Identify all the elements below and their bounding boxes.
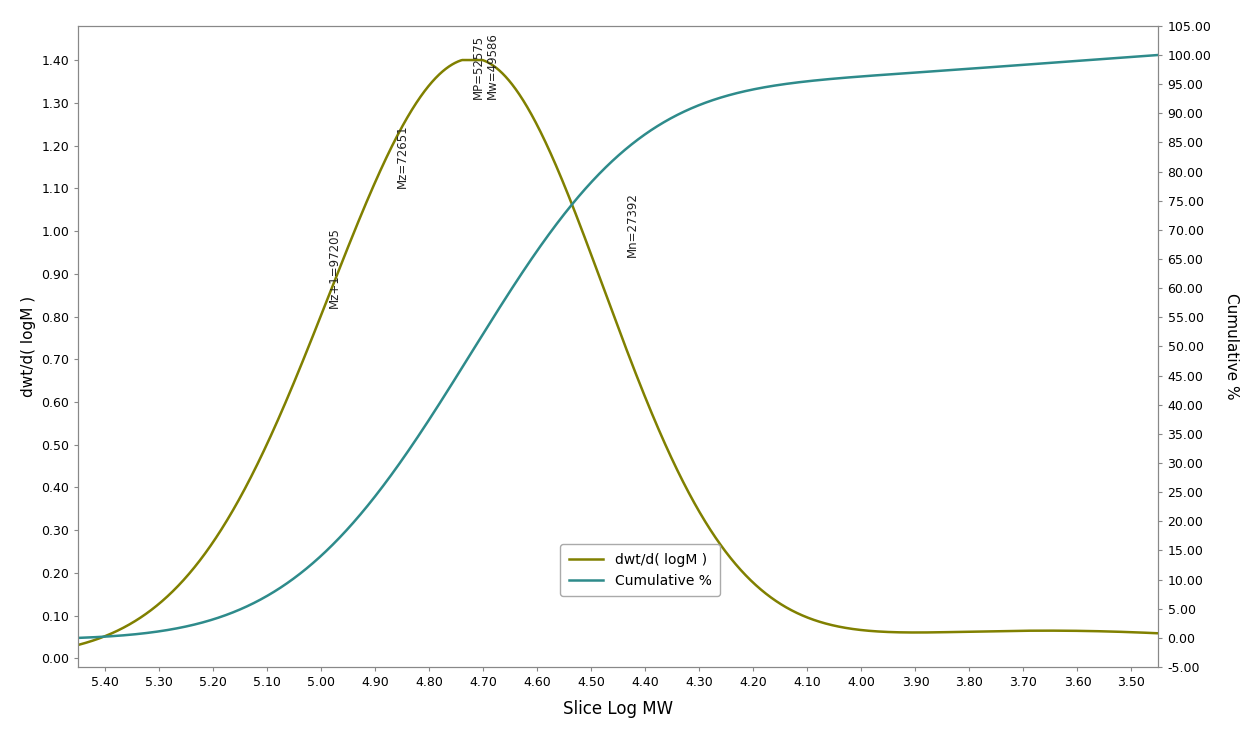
Line: dwt/d( logM ): dwt/d( logM ) xyxy=(78,60,1158,645)
Line: Cumulative %: Cumulative % xyxy=(78,55,1158,638)
dwt/d( logM ) xyxy=(1150,629,1166,638)
Cumulative % xyxy=(71,633,86,642)
Text: Mz=72651: Mz=72651 xyxy=(396,125,410,188)
Cumulative % xyxy=(194,619,209,627)
Cumulative % xyxy=(258,592,273,601)
Cumulative % xyxy=(532,243,547,252)
dwt/d( logM ) xyxy=(71,641,86,650)
Legend: dwt/d( logM ), Cumulative %: dwt/d( logM ), Cumulative % xyxy=(561,545,719,596)
dwt/d( logM ) xyxy=(1130,628,1145,637)
Cumulative % xyxy=(485,314,500,323)
Cumulative % xyxy=(1013,61,1028,69)
Text: MP=52575: MP=52575 xyxy=(471,35,485,98)
Cumulative % xyxy=(1130,52,1145,61)
dwt/d( logM ) xyxy=(1014,627,1029,636)
X-axis label: Slice Log MW: Slice Log MW xyxy=(563,700,674,718)
Y-axis label: dwt/d( logM ): dwt/d( logM ) xyxy=(21,296,35,397)
Text: Mz+1=97205: Mz+1=97205 xyxy=(328,227,341,308)
Cumulative % xyxy=(1150,50,1166,59)
Y-axis label: Cumulative %: Cumulative % xyxy=(1225,293,1239,400)
dwt/d( logM ) xyxy=(532,126,547,134)
Text: Mn=27392: Mn=27392 xyxy=(625,192,639,256)
dwt/d( logM ) xyxy=(194,554,209,562)
Text: Mw=49586: Mw=49586 xyxy=(486,32,499,98)
dwt/d( logM ) xyxy=(258,443,273,452)
dwt/d( logM ) xyxy=(485,61,500,70)
dwt/d( logM ) xyxy=(455,55,470,64)
